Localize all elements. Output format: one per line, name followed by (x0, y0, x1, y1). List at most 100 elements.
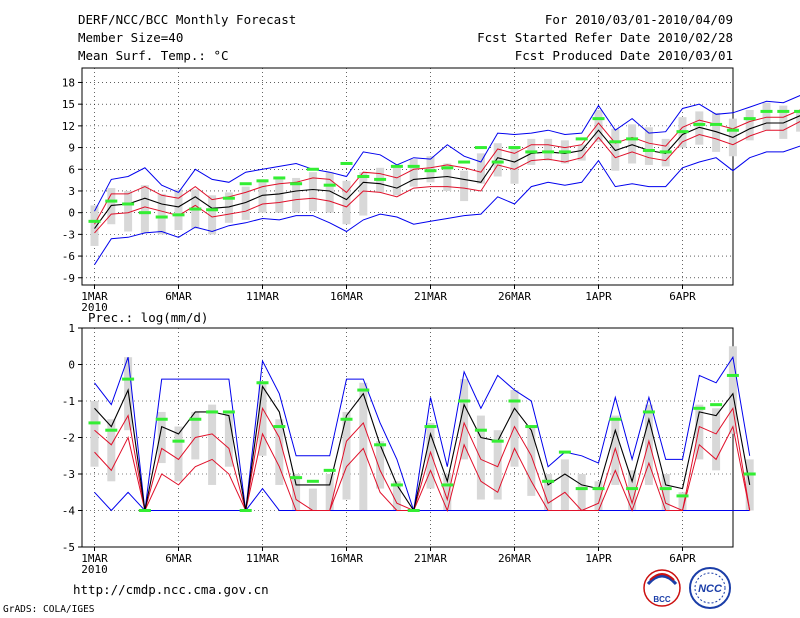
prec-observed-marker (138, 509, 151, 512)
temp-observed-marker (642, 148, 655, 152)
temp-observed-marker (357, 175, 370, 178)
temp-observed-marker (693, 122, 706, 126)
prec-range-bar (157, 411, 166, 464)
temp-max-line (94, 95, 800, 212)
temp-range-bar (325, 172, 334, 213)
prec-observed-marker (441, 483, 454, 487)
prec-observed-marker (340, 417, 353, 421)
start-date: Fcst Started Refer Date 2010/02/28 (477, 30, 733, 45)
temp-range-bar (409, 159, 418, 187)
prec-range-bar (376, 441, 385, 489)
prec-x-tick-label: 11MAR (246, 552, 279, 565)
prec-y-tick-label: -5 (62, 541, 75, 554)
temp-observed-marker (626, 137, 639, 141)
prec-y-tick-label: 1 (68, 322, 75, 335)
prec-range-bar (258, 382, 267, 456)
temp-x-tick-label: 6MAR (165, 290, 192, 303)
temp-range-bar (695, 111, 704, 145)
temp-observed-marker (273, 176, 286, 180)
temp-observed-marker (676, 130, 689, 134)
temp-y-tick-label: -3 (62, 228, 75, 241)
source-url[interactable]: http://cmdp.ncc.cma.gov.cn (73, 582, 269, 597)
temp-range-bar (241, 186, 250, 220)
temp-range-bar (712, 112, 721, 152)
temp-observed-marker (390, 164, 403, 168)
produced-date: Fcst Produced Date 2010/03/01 (514, 48, 733, 63)
prec-range-bar (275, 419, 284, 485)
temp-observed-marker (659, 150, 672, 154)
prec-observed-marker (525, 425, 538, 429)
prec-range-bar (594, 481, 603, 511)
temp-observed-marker (206, 208, 219, 212)
temp-observed-marker (592, 117, 605, 121)
temp-observed-marker (525, 150, 538, 154)
temp-range-bar (224, 192, 233, 223)
prec-observed-marker (575, 487, 588, 491)
prec-upper-spread-line (94, 406, 751, 512)
temp-y-tick-label: 0 (68, 207, 75, 220)
temp-observed-marker (290, 182, 303, 186)
prec-x-tick-label: 6APR (669, 552, 696, 565)
temp-observed-marker (172, 213, 185, 217)
temp-observed-marker (424, 169, 437, 173)
prec-observed-marker (710, 403, 723, 407)
temp-range-bar (745, 109, 754, 141)
prec-max-line (94, 355, 751, 511)
prec-observed-marker (508, 399, 521, 403)
prec-range-bar (359, 382, 368, 511)
prec-y-tick-label: -2 (62, 432, 75, 445)
temp-range-bar (476, 153, 485, 184)
temp-range-bar (644, 127, 653, 165)
temp-observed-marker (508, 146, 521, 150)
temp-y-tick-label: -9 (62, 272, 75, 285)
prec-observed-marker (491, 439, 504, 443)
temp-observed-marker (542, 150, 555, 154)
temp-range-bar (392, 167, 401, 196)
grads-credit: GrADS: COLA/IGES (3, 604, 95, 615)
prec-observed-marker (390, 483, 403, 487)
temp-observed-marker (441, 166, 454, 170)
temp-range-bar (140, 185, 149, 233)
temp-observed-marker (222, 196, 235, 200)
temp-y-tick-label: 12 (62, 120, 75, 133)
temp-range-bar (258, 179, 267, 213)
prec-y-tick-label: -1 (62, 395, 75, 408)
temp-range-bar (544, 138, 553, 161)
prec-observed-marker (323, 468, 336, 472)
prec-range-bar (107, 419, 116, 482)
bcc-logo-text: BCC (653, 595, 671, 604)
prec-observed-marker (88, 421, 101, 425)
temp-observed-marker (710, 122, 723, 126)
temp-observed-marker (340, 161, 353, 165)
prec-observed-marker (458, 399, 471, 403)
prec-observed-marker (206, 410, 219, 414)
prec-observed-marker (542, 479, 555, 483)
prec-range-bar (90, 401, 99, 467)
prec-year-label: 2010 (81, 563, 108, 576)
temp-observed-marker (726, 128, 739, 132)
bcc-logo: BCC (643, 569, 681, 607)
temp-x-tick-label: 1APR (585, 290, 612, 303)
temp-x-tick-label: 11MAR (246, 290, 279, 303)
temp-observed-marker (794, 109, 800, 113)
prec-y-tick-label: -3 (62, 468, 75, 481)
prec-range-bar (426, 422, 435, 489)
prec-observed-marker (407, 509, 420, 512)
prec-range-bar (644, 404, 653, 485)
temp-observed-marker (760, 109, 773, 113)
prec-observed-marker (357, 388, 370, 392)
temp-range-bar (124, 190, 133, 232)
prec-x-tick-label: 21MAR (414, 552, 447, 565)
temp-observed-marker (407, 164, 420, 168)
temp-y-tick-label: 3 (68, 185, 75, 198)
temp-range-bar (460, 170, 469, 202)
temp-observed-marker (138, 211, 151, 215)
temp-range-bar (359, 172, 368, 216)
prec-observed-marker (642, 410, 655, 414)
temp-observed-marker (105, 199, 118, 203)
temp-observed-marker (374, 177, 387, 181)
prec-lower-spread-line (94, 425, 751, 513)
temp-observed-marker (306, 167, 319, 171)
